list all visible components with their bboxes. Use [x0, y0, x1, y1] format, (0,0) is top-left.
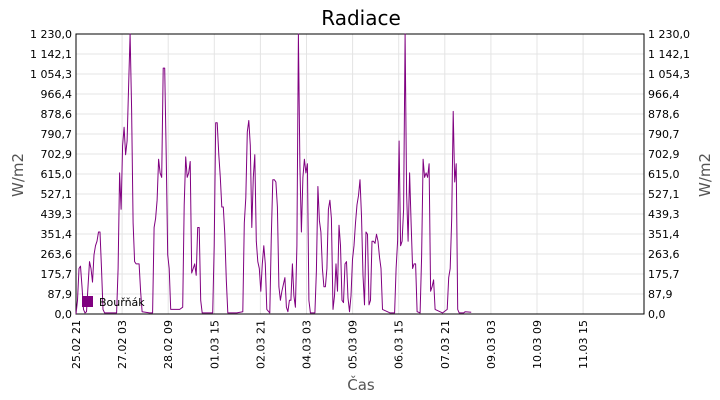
x-tick-label: 28.02 09: [162, 320, 175, 369]
y-axis-right: 0,0 87,9 175,7 263,6 351,4 439,3 527,1 615,0 702…: [648, 28, 690, 321]
legend: Bouřňák: [82, 296, 145, 309]
x-tick-label: 05.03 09: [347, 320, 360, 369]
y-tick-label-left: 1 054,3: [30, 68, 72, 81]
y-tick-label-right: 87,9: [648, 288, 673, 301]
y-tick-label-right: 527,1: [648, 188, 680, 201]
y-tick-label-left: 1 142,1: [30, 48, 72, 61]
x-tick-label: 01.03 15: [208, 320, 221, 369]
y-tick-label-left: 87,9: [48, 288, 73, 301]
y-tick-label-left: 878,6: [41, 108, 73, 121]
x-tick-label: 10.03 09: [531, 320, 544, 369]
y-tick-label-right: 263,6: [648, 248, 680, 261]
y-tick-label-left: 702,9: [41, 148, 73, 161]
chart-title: Radiace: [321, 6, 401, 30]
legend-label: Bouřňák: [99, 296, 145, 309]
y-tick-label-right: 966,4: [648, 88, 680, 101]
series-layer: [75, 33, 472, 315]
y-tick-label-right: 615,0: [648, 168, 680, 181]
y-axis-label-left: W/m2: [9, 153, 27, 197]
y-axis-left: 0,0 87,9 175,7 263,6 351,4 439,3 527,1 615,0 702…: [30, 28, 72, 321]
y-tick-label-left: 790,7: [41, 128, 73, 141]
y-axis-label-right: W/m2: [696, 153, 714, 197]
y-tick-label-left: 527,1: [41, 188, 73, 201]
y-tick-label-right: 1 230,0: [648, 28, 690, 41]
x-tick-label: 09.03 03: [485, 320, 498, 369]
legend-swatch: [82, 296, 93, 307]
x-axis: 25.02 21 27.02 03 28.02 09 01.03 15 02.03 21…: [70, 320, 590, 369]
y-tick-label-right: 175,7: [648, 268, 680, 281]
grid-lines: [76, 33, 644, 315]
x-tick-label: 27.02 03: [116, 320, 129, 369]
plot-frame: [75, 33, 645, 315]
y-tick-label-right: 351,4: [648, 228, 680, 241]
y-tick-label-left: 966,4: [41, 88, 73, 101]
y-tick-label-left: 263,6: [41, 248, 73, 261]
y-tick-label-right: 790,7: [648, 128, 680, 141]
x-tick-label: 07.03 21: [439, 320, 452, 369]
series-line: [75, 33, 472, 315]
y-tick-label-left: 1 230,0: [30, 28, 72, 41]
y-tick-label-left: 439,3: [41, 208, 73, 221]
y-tick-label-right: 439,3: [648, 208, 680, 221]
y-tick-label-left: 351,4: [41, 228, 73, 241]
y-tick-label-left: 615,0: [41, 168, 73, 181]
y-tick-label-left: 175,7: [41, 268, 73, 281]
x-tick-label: 04.03 03: [301, 320, 314, 369]
y-tick-label-right: 878,6: [648, 108, 680, 121]
y-tick-label-right: 0,0: [648, 308, 666, 321]
x-tick-label: 25.02 21: [70, 320, 83, 369]
y-tick-label-right: 702,9: [648, 148, 680, 161]
x-tick-label: 11.03 15: [577, 320, 590, 369]
x-tick-label: 06.03 15: [393, 320, 406, 369]
x-axis-label: Čas: [347, 375, 375, 394]
x-tick-label: 02.03 21: [254, 320, 267, 369]
y-tick-label-left: 0,0: [55, 308, 73, 321]
y-tick-label-right: 1 054,3: [648, 68, 690, 81]
y-tick-label-right: 1 142,1: [648, 48, 690, 61]
